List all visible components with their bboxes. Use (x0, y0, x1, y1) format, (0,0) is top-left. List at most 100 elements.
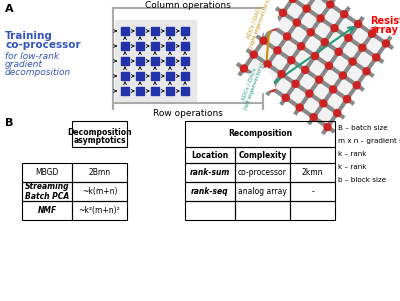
Text: 2Bmn: 2Bmn (88, 168, 110, 177)
Bar (136, 57, 144, 65)
Circle shape (349, 58, 356, 65)
Circle shape (278, 71, 285, 78)
Polygon shape (230, 68, 275, 101)
Text: array: array (370, 25, 399, 35)
Text: Column operations: Column operations (145, 1, 231, 10)
Text: co-processor: co-processor (5, 40, 81, 50)
Bar (166, 27, 174, 35)
Bar (181, 57, 189, 65)
Bar (181, 27, 189, 35)
Text: B: B (5, 118, 13, 128)
Circle shape (339, 72, 346, 79)
Circle shape (334, 110, 341, 116)
Circle shape (317, 15, 324, 22)
Circle shape (310, 114, 317, 121)
Circle shape (264, 61, 271, 68)
Bar (185, 147, 235, 163)
Text: k – rank: k – rank (338, 164, 366, 170)
Circle shape (302, 67, 309, 73)
Circle shape (284, 33, 291, 40)
Bar (121, 57, 129, 65)
Text: ~k(m+n): ~k(m+n) (82, 187, 117, 196)
Circle shape (369, 30, 376, 37)
Circle shape (327, 1, 334, 8)
Text: rank-sum: rank-sum (190, 168, 230, 177)
Bar (185, 163, 235, 182)
Text: ADCs / DACs
(left eigenvectors): ADCs / DACs (left eigenvectors) (238, 60, 266, 110)
Bar (166, 57, 174, 65)
Bar (185, 121, 335, 147)
Text: NMF: NMF (37, 206, 57, 215)
Bar (290, 147, 335, 163)
Circle shape (254, 75, 261, 82)
Bar (151, 27, 159, 35)
Bar (181, 42, 189, 50)
Bar (151, 87, 159, 95)
Text: k – rank: k – rank (338, 151, 366, 157)
Bar (181, 87, 189, 95)
Circle shape (306, 90, 313, 97)
Text: Complexity: Complexity (238, 150, 287, 160)
Circle shape (307, 29, 314, 36)
Text: asymptotics: asymptotics (73, 136, 126, 145)
Circle shape (288, 57, 295, 64)
Circle shape (382, 40, 390, 47)
Text: 2kmn: 2kmn (302, 168, 323, 177)
Bar (235, 147, 290, 163)
Circle shape (326, 62, 332, 69)
Text: b – block size: b – block size (338, 177, 386, 183)
Bar (185, 182, 235, 201)
Bar (22, 163, 72, 182)
Circle shape (268, 85, 275, 92)
Text: MBGD: MBGD (35, 168, 59, 177)
Circle shape (240, 65, 248, 72)
Bar (121, 87, 129, 95)
Circle shape (298, 43, 304, 50)
Bar (235, 163, 290, 182)
Bar (166, 87, 174, 95)
Bar (72, 163, 127, 182)
Text: A: A (5, 4, 14, 14)
Circle shape (316, 76, 323, 83)
Text: Streaming
Batch PCA: Streaming Batch PCA (25, 182, 69, 201)
Bar (166, 42, 174, 50)
Circle shape (274, 47, 281, 54)
Circle shape (355, 20, 362, 27)
Bar (72, 201, 127, 220)
Circle shape (341, 11, 348, 18)
Bar (136, 42, 144, 50)
Text: ~k²(m+n)²: ~k²(m+n)² (79, 206, 120, 215)
Bar (115, 20, 196, 101)
Bar (235, 201, 290, 220)
Text: decomposition: decomposition (5, 68, 71, 77)
Bar (136, 72, 144, 80)
Text: Row operations: Row operations (153, 109, 223, 118)
Circle shape (270, 23, 277, 30)
Bar (185, 201, 235, 220)
Bar (121, 42, 129, 50)
Text: m x n – gradient size: m x n – gradient size (338, 138, 400, 144)
Circle shape (345, 34, 352, 42)
Bar (72, 182, 127, 201)
Text: Decomposition: Decomposition (67, 128, 132, 137)
Bar (136, 27, 144, 35)
Bar (166, 72, 174, 80)
Circle shape (293, 19, 300, 26)
Text: co-processor: co-processor (238, 168, 287, 177)
Text: for low-rank: for low-rank (5, 52, 59, 61)
Bar (22, 182, 72, 201)
Text: -: - (311, 187, 314, 196)
Text: gradient: gradient (5, 60, 43, 69)
Bar (151, 72, 159, 80)
Bar (121, 72, 129, 80)
Bar (290, 182, 335, 201)
Bar (72, 121, 127, 147)
Text: Resistive: Resistive (370, 16, 400, 26)
Circle shape (280, 9, 286, 16)
Circle shape (320, 100, 327, 107)
Circle shape (282, 94, 289, 101)
Circle shape (312, 52, 318, 60)
Circle shape (250, 51, 257, 58)
Polygon shape (244, 0, 386, 127)
Bar (290, 163, 335, 182)
